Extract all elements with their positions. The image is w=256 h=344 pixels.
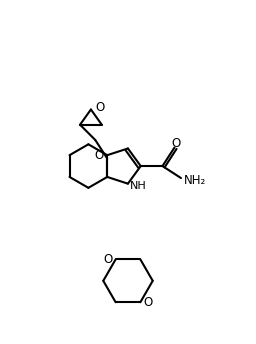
Text: NH₂: NH₂ [184, 173, 206, 186]
Text: NH: NH [130, 181, 146, 191]
Text: O: O [172, 137, 181, 150]
Text: O: O [95, 101, 104, 114]
Text: O: O [95, 149, 104, 162]
Text: O: O [103, 253, 112, 266]
Text: O: O [144, 296, 153, 309]
